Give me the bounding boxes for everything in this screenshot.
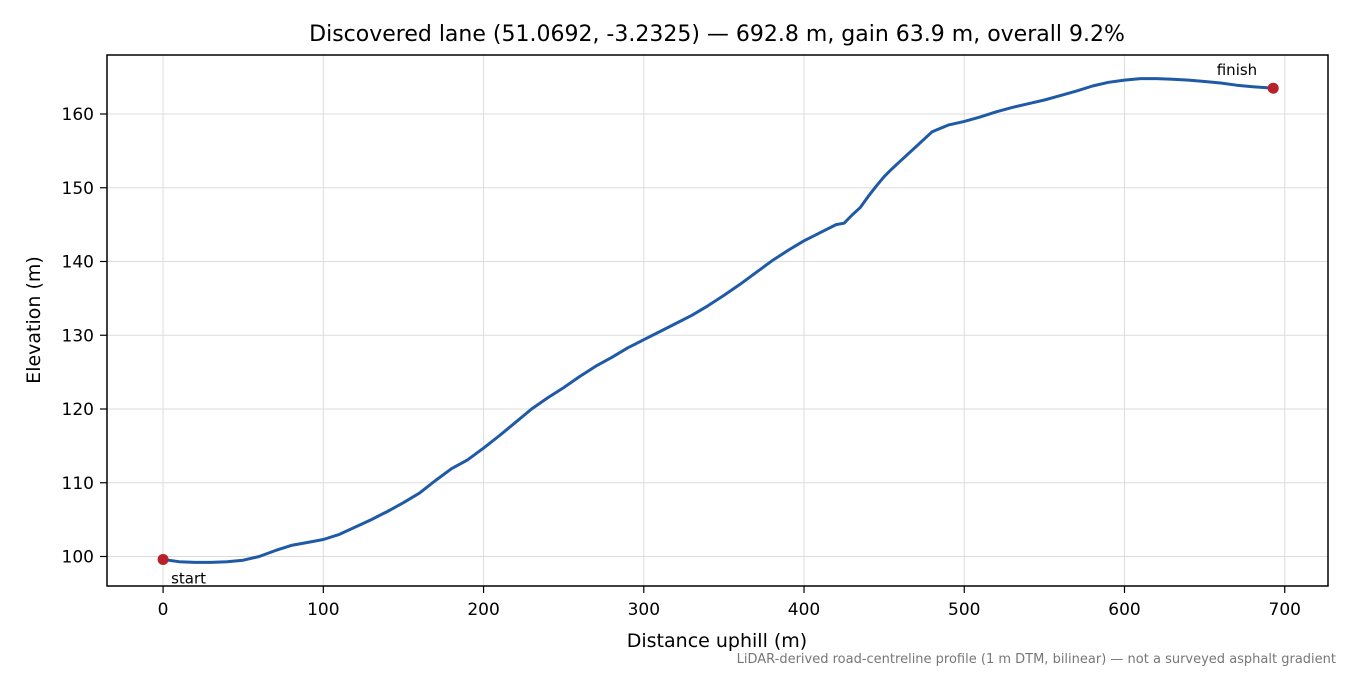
finish-marker: [1267, 82, 1279, 94]
y-tick-label: 110: [62, 474, 94, 494]
x-tick-label: 200: [467, 600, 499, 620]
y-tick-label: 140: [62, 253, 94, 273]
x-tick-label: 0: [158, 600, 169, 620]
x-tick-label: 400: [788, 600, 820, 620]
finish-label: finish: [1217, 61, 1257, 79]
x-tick-label: 500: [948, 600, 980, 620]
x-tick-label: 300: [628, 600, 660, 620]
start-marker: [157, 553, 169, 565]
grid: [107, 55, 1328, 586]
x-axis-label: Distance uphill (m): [627, 630, 807, 652]
y-tick-label: 100: [62, 548, 94, 568]
y-tick-label: 130: [62, 326, 94, 346]
x-tick-label: 700: [1269, 600, 1301, 620]
y-tick-label: 120: [62, 400, 94, 420]
x-tick-label: 100: [307, 600, 339, 620]
elevation-line: [161, 77, 1275, 564]
axis-ticks: 0 100 200 300 400 500 600 700 100 110 120 130 140 150…: [62, 105, 1301, 620]
y-axis-label: Elevation (m): [23, 256, 45, 384]
chart-title: Discovered lane (51.0692, -3.2325) — 692…: [309, 22, 1125, 47]
y-tick-label: 160: [62, 105, 94, 125]
footnote: LiDAR-derived road-centreline profile (1…: [736, 652, 1336, 667]
endpoint-markers: start finish: [157, 61, 1279, 587]
y-tick-label: 150: [62, 179, 94, 199]
plot-frame: [106, 54, 1329, 587]
x-tick-label: 600: [1108, 600, 1140, 620]
start-label: start: [171, 569, 206, 587]
